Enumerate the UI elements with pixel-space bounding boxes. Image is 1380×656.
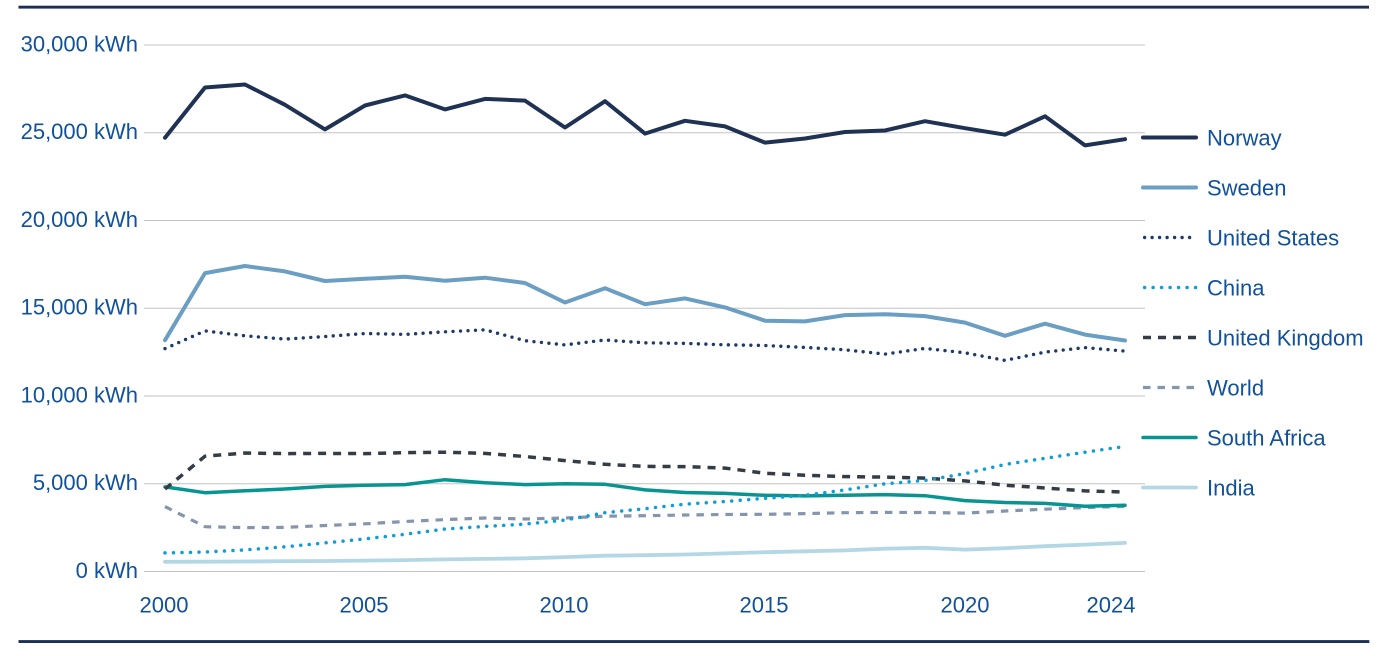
- svg-text:5,000 kWh: 5,000 kWh: [33, 470, 138, 495]
- svg-text:0 kWh: 0 kWh: [76, 558, 138, 583]
- svg-text:Sweden: Sweden: [1207, 175, 1287, 200]
- svg-text:25,000 kWh: 25,000 kWh: [21, 119, 138, 144]
- svg-text:2010: 2010: [540, 593, 589, 618]
- svg-text:2000: 2000: [140, 593, 189, 618]
- svg-text:World: World: [1207, 375, 1264, 400]
- svg-text:2005: 2005: [340, 593, 389, 618]
- svg-text:United Kingdom: United Kingdom: [1207, 325, 1364, 350]
- svg-text:10,000 kWh: 10,000 kWh: [21, 382, 138, 407]
- svg-text:15,000 kWh: 15,000 kWh: [21, 295, 138, 320]
- svg-text:India: India: [1207, 475, 1255, 500]
- svg-text:United States: United States: [1207, 225, 1339, 250]
- svg-text:China: China: [1207, 275, 1265, 300]
- svg-text:2015: 2015: [740, 593, 789, 618]
- svg-text:20,000 kWh: 20,000 kWh: [21, 207, 138, 232]
- svg-text:2020: 2020: [941, 593, 990, 618]
- svg-text:South Africa: South Africa: [1207, 425, 1326, 450]
- svg-text:2024: 2024: [1087, 593, 1136, 618]
- svg-text:Norway: Norway: [1207, 125, 1282, 150]
- svg-text:30,000 kWh: 30,000 kWh: [21, 31, 138, 56]
